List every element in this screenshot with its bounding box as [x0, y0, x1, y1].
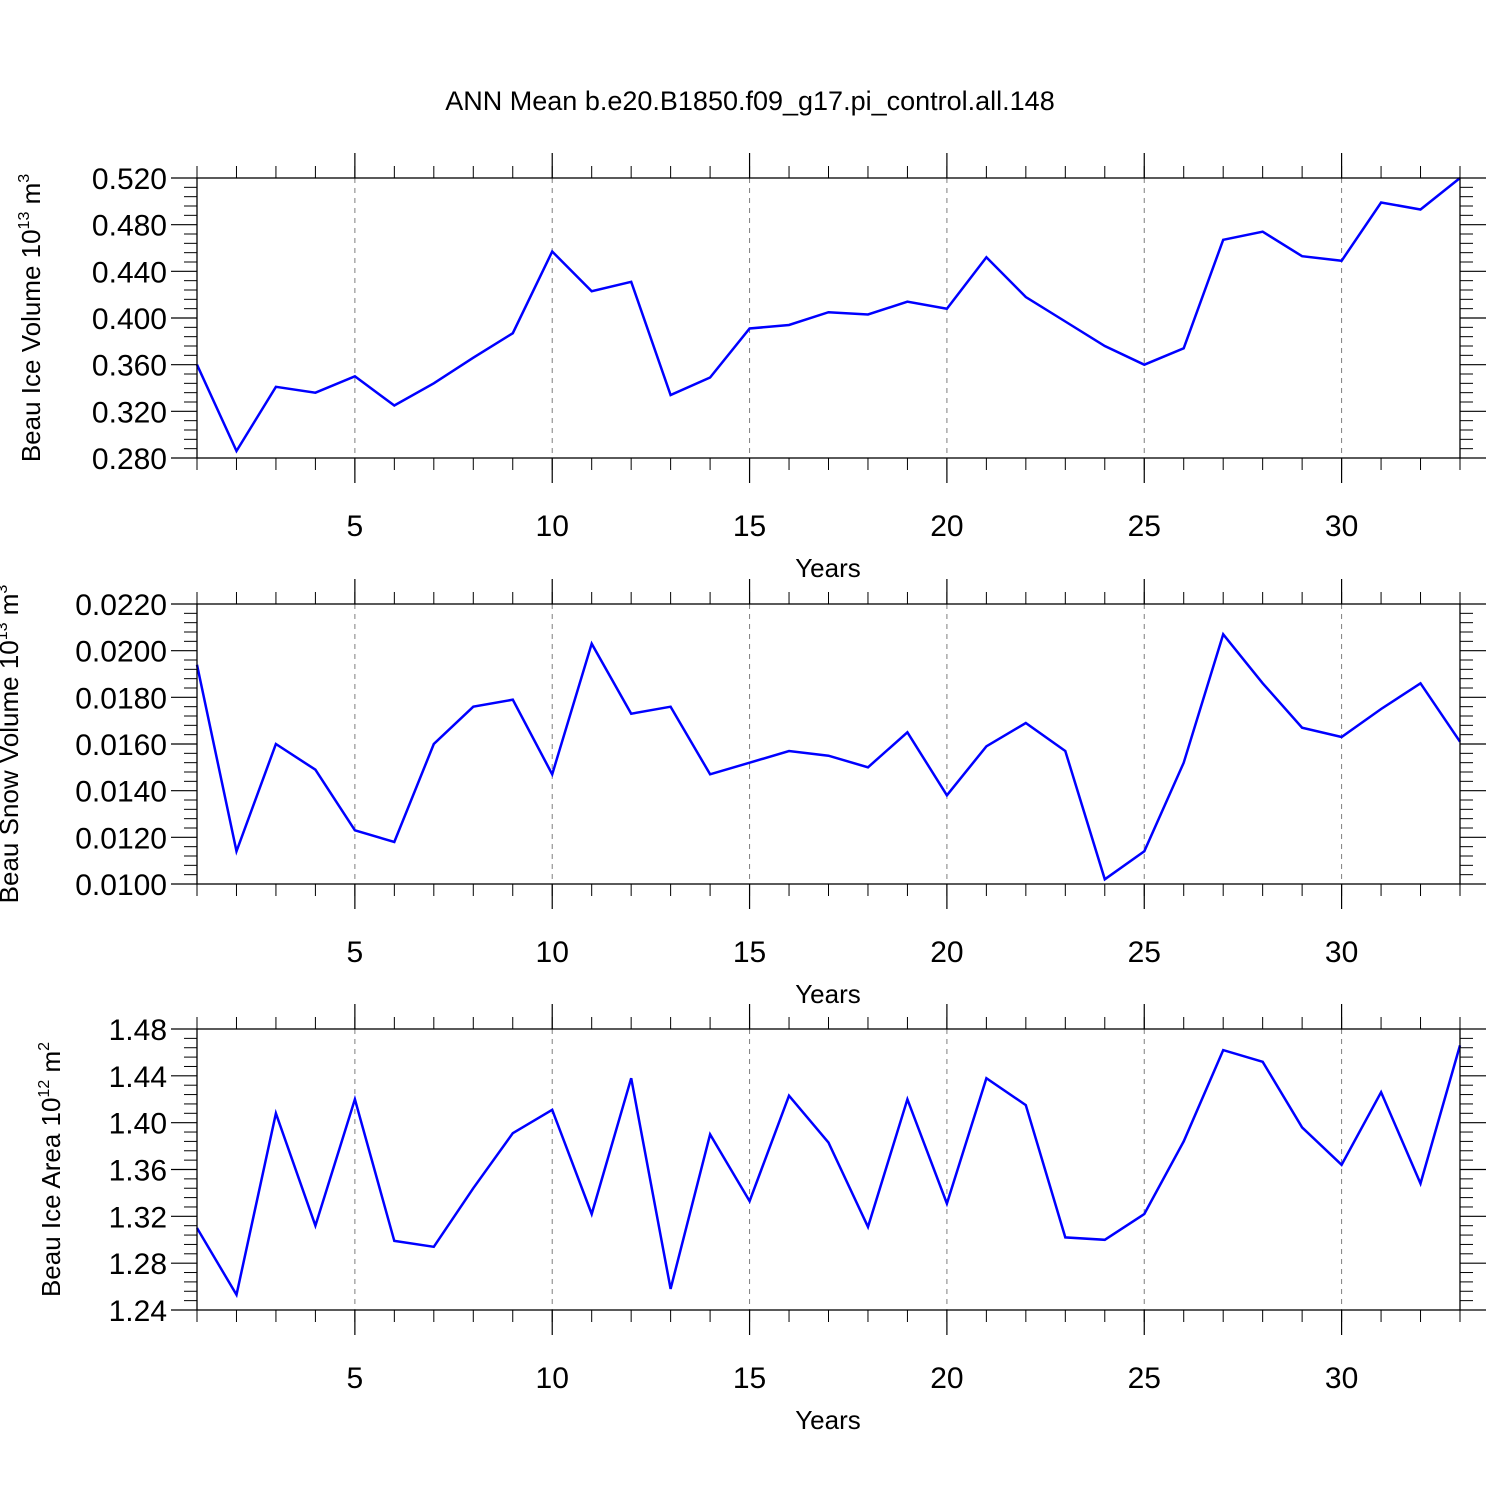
series-line [195, 177, 1461, 454]
y-axis-label-superscript: 3 [0, 585, 11, 594]
x-tick-label: 5 [347, 1362, 364, 1395]
x-tick-label: 5 [347, 510, 364, 543]
x-tick-label: 25 [1128, 510, 1161, 543]
x-tick-label: 20 [930, 510, 963, 543]
x-tick-label: 25 [1128, 1362, 1161, 1395]
x-tick-label: 20 [930, 1362, 963, 1395]
chart-title: ANN Mean b.e20.B1850.f09_g17.pi_control.… [445, 86, 1055, 116]
y-axis-label: Beau Snow Volume 1013 m3 [0, 585, 24, 904]
y-tick-label: 0.480 [92, 210, 167, 243]
y-tick-label: 0.0140 [75, 776, 167, 809]
y-tick-label: 0.0200 [75, 636, 167, 669]
y-tick-label: 0.320 [92, 396, 167, 429]
y-axis-label: Beau Ice Area 1012 m2 [36, 1042, 66, 1297]
y-axis-label-text: Beau Ice Area 10 [36, 1098, 66, 1297]
x-axis-label: Years [795, 979, 861, 1009]
y-axis-label: Beau Ice Volume 1013 m3 [16, 174, 46, 462]
y-axis-label-text: Beau Ice Volume 10 [16, 229, 46, 462]
y-tick-label: 1.44 [109, 1061, 167, 1094]
y-tick-label: 0.0120 [75, 822, 167, 855]
x-tick-label: 15 [733, 936, 766, 969]
y-tick-label: 1.40 [109, 1108, 167, 1141]
x-tick-label: 15 [733, 1362, 766, 1395]
y-axis-label-text: m [36, 1051, 66, 1080]
x-tick-label: 30 [1325, 936, 1358, 969]
y-tick-label: 1.28 [109, 1248, 167, 1281]
y-tick-label: 0.400 [92, 303, 167, 336]
panel-3: 5 10 15 20 25 30 Years 1.24 1.28 1.32 1.36 1.40 1.44… [36, 1004, 1486, 1435]
x-tick-label: 5 [347, 936, 364, 969]
x-tick-label: 25 [1128, 936, 1161, 969]
x-tick-label: 10 [536, 510, 569, 543]
y-tick-label: 1.36 [109, 1155, 167, 1188]
y-tick-label: 1.32 [109, 1201, 167, 1234]
x-axis-label: Years [795, 553, 861, 583]
y-axis-label-superscript: 12 [36, 1080, 53, 1098]
y-tick-label: 0.0100 [75, 869, 167, 902]
y-tick-label: 1.24 [109, 1295, 167, 1328]
y-axis-label-superscript: 3 [16, 174, 33, 183]
plot-frame [196, 1028, 1461, 1311]
y-axis-label-superscript: 13 [16, 212, 33, 230]
x-tick-label: 10 [536, 1362, 569, 1395]
y-tick-label: 0.0180 [75, 682, 167, 715]
y-axis-label-text: m [0, 594, 24, 623]
y-tick-label: 0.280 [92, 443, 167, 476]
x-tick-label: 30 [1325, 510, 1358, 543]
y-axis-label-superscript: 2 [36, 1042, 53, 1051]
x-tick-label: 15 [733, 510, 766, 543]
y-tick-label: 0.440 [92, 256, 167, 289]
y-axis-label-text: m [16, 183, 46, 212]
y-tick-label: 0.0160 [75, 729, 167, 762]
x-tick-label: 30 [1325, 1362, 1358, 1395]
x-tick-label: 10 [536, 936, 569, 969]
x-tick-label: 20 [930, 936, 963, 969]
y-axis-label-superscript: 13 [0, 622, 11, 640]
series-line [195, 1045, 1462, 1299]
plot-frame [196, 177, 1461, 459]
panel-2: 5 10 15 20 25 30 Years 0.0100 0.0120 0.0140 0.0160… [0, 579, 1486, 1009]
series-line [195, 631, 1462, 882]
y-tick-label: 0.0220 [75, 589, 167, 622]
y-axis-label-text: Beau Snow Volume 10 [0, 640, 24, 903]
y-tick-label: 0.520 [92, 163, 167, 196]
y-tick-label: 1.48 [109, 1014, 167, 1047]
x-axis-label: Years [795, 1405, 861, 1435]
y-tick-label: 0.360 [92, 350, 167, 383]
plot-frame [196, 603, 1461, 885]
panel-1: 5 10 15 20 25 30 Years 0.280 0.320 0.360 0.400 0.44… [16, 153, 1486, 583]
